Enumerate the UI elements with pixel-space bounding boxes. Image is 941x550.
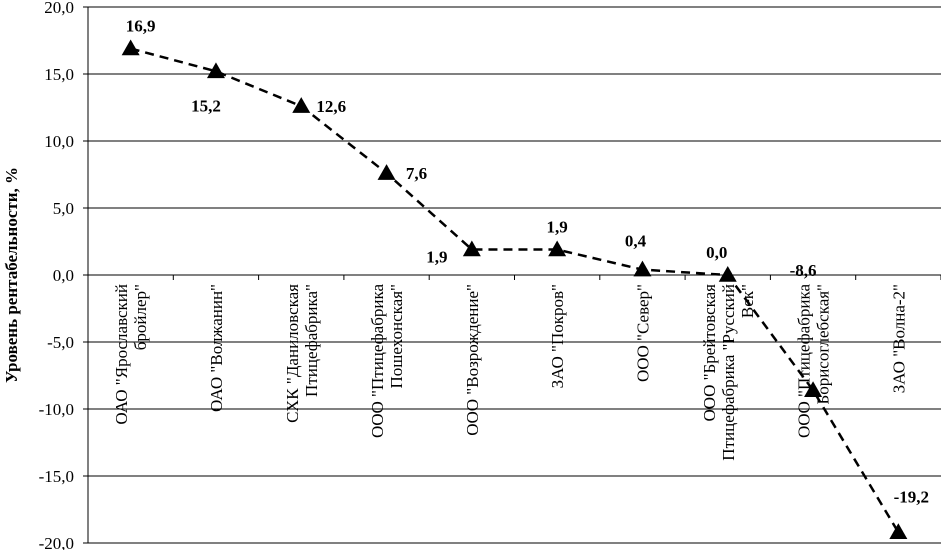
category-label-line: СХК "Даниловская: [283, 284, 302, 423]
category-label: ЗАО "Волна-2": [889, 284, 908, 393]
category-label-line: ООО "Север": [633, 284, 652, 382]
data-point-marker: [633, 260, 652, 277]
data-point-marker: [377, 164, 396, 180]
y-tick-label: 10,0: [44, 132, 74, 151]
category-label: ООО "Север": [633, 284, 652, 382]
y-tick-label: 5,0: [53, 199, 74, 218]
y-tick-label: 0,0: [53, 266, 74, 285]
data-point-marker: [292, 97, 311, 113]
data-labels: 16,9 15,2 12,6 7,6 1,9 1,9 0,4 0,0 -8,6 -19,2: [126, 17, 929, 507]
markers: [121, 39, 908, 540]
category-label-line: бройлер": [131, 284, 150, 350]
series-line: [130, 47, 900, 533]
y-tick-label: 20,0: [44, 0, 74, 17]
y-axis-label: Уровень рентабельности, %: [2, 167, 21, 383]
data-point-marker: [462, 240, 481, 257]
category-label-line: Пошехонская": [387, 284, 406, 389]
category-label: ООО "БрейтовскаяПтицефабрика "РусскийВек…: [700, 284, 757, 461]
data-label: -19,2: [894, 487, 929, 506]
data-point-marker: [206, 62, 225, 79]
category-label-line: ООО "Брейтовская: [700, 284, 719, 422]
category-label: ООО "ПтицефабрикаПошехонская": [368, 284, 406, 438]
y-tick-label: -10,0: [39, 400, 74, 419]
category-label: СХК "ДаниловскаяПтицефабрика": [283, 284, 321, 423]
data-label: 0,4: [625, 232, 647, 251]
category-label: ОАО "Ярославскийбройлер": [112, 284, 150, 425]
category-label: ООО "Возрождение": [463, 284, 482, 436]
data-point-marker: [718, 266, 737, 282]
category-label-line: ООО "Птицефабрика: [368, 284, 387, 438]
axes: [83, 6, 941, 544]
category-label-line: ЗАО "Покров": [548, 284, 567, 388]
data-point-marker: [804, 381, 823, 397]
data-label: 16,9: [126, 17, 156, 36]
data-label: 1,9: [426, 248, 447, 267]
data-point-marker: [121, 39, 140, 56]
category-label-line: Борисоглебская": [814, 284, 833, 405]
y-tick-labels: -20,0 -15,0 -10,0 -5,0 0,0 5,0 10,0 15,0 20,0: [39, 0, 74, 550]
category-label: ЗАО "Покров": [548, 284, 567, 388]
category-label-line: Птицефабрика": [302, 284, 321, 397]
category-label: ОАО "Волжанин": [207, 284, 226, 412]
y-tick-label: -5,0: [47, 333, 74, 352]
data-label: 7,6: [406, 164, 427, 183]
category-label-line: ООО "Птицефабрика: [795, 284, 814, 438]
y-tick-label: -15,0: [39, 467, 74, 486]
category-label-line: ОАО "Ярославский: [112, 284, 131, 425]
data-label: 15,2: [191, 96, 221, 115]
data-label: 12,6: [316, 97, 346, 116]
category-labels: ОАО "Ярославскийбройлер" ОАО "Волжанин" СХ…: [112, 284, 908, 461]
category-label-line: Птицефабрика "Русский: [719, 284, 738, 461]
series-line-path: [130, 47, 900, 533]
data-label: 1,9: [547, 218, 568, 237]
y-tick-label: 15,0: [44, 65, 74, 84]
data-label: 0,0: [706, 243, 727, 262]
category-label: ООО "ПтицефабрикаБорисоглебская": [795, 284, 833, 438]
data-label: -8,6: [790, 261, 817, 280]
y-tick-label: -20,0: [39, 534, 74, 550]
category-label-line: ОАО "Волжанин": [207, 284, 226, 412]
data-point-marker: [889, 523, 908, 540]
category-label-line: ЗАО "Волна-2": [889, 284, 908, 393]
data-point-marker: [548, 240, 567, 257]
category-label-line: ООО "Возрождение": [463, 284, 482, 436]
